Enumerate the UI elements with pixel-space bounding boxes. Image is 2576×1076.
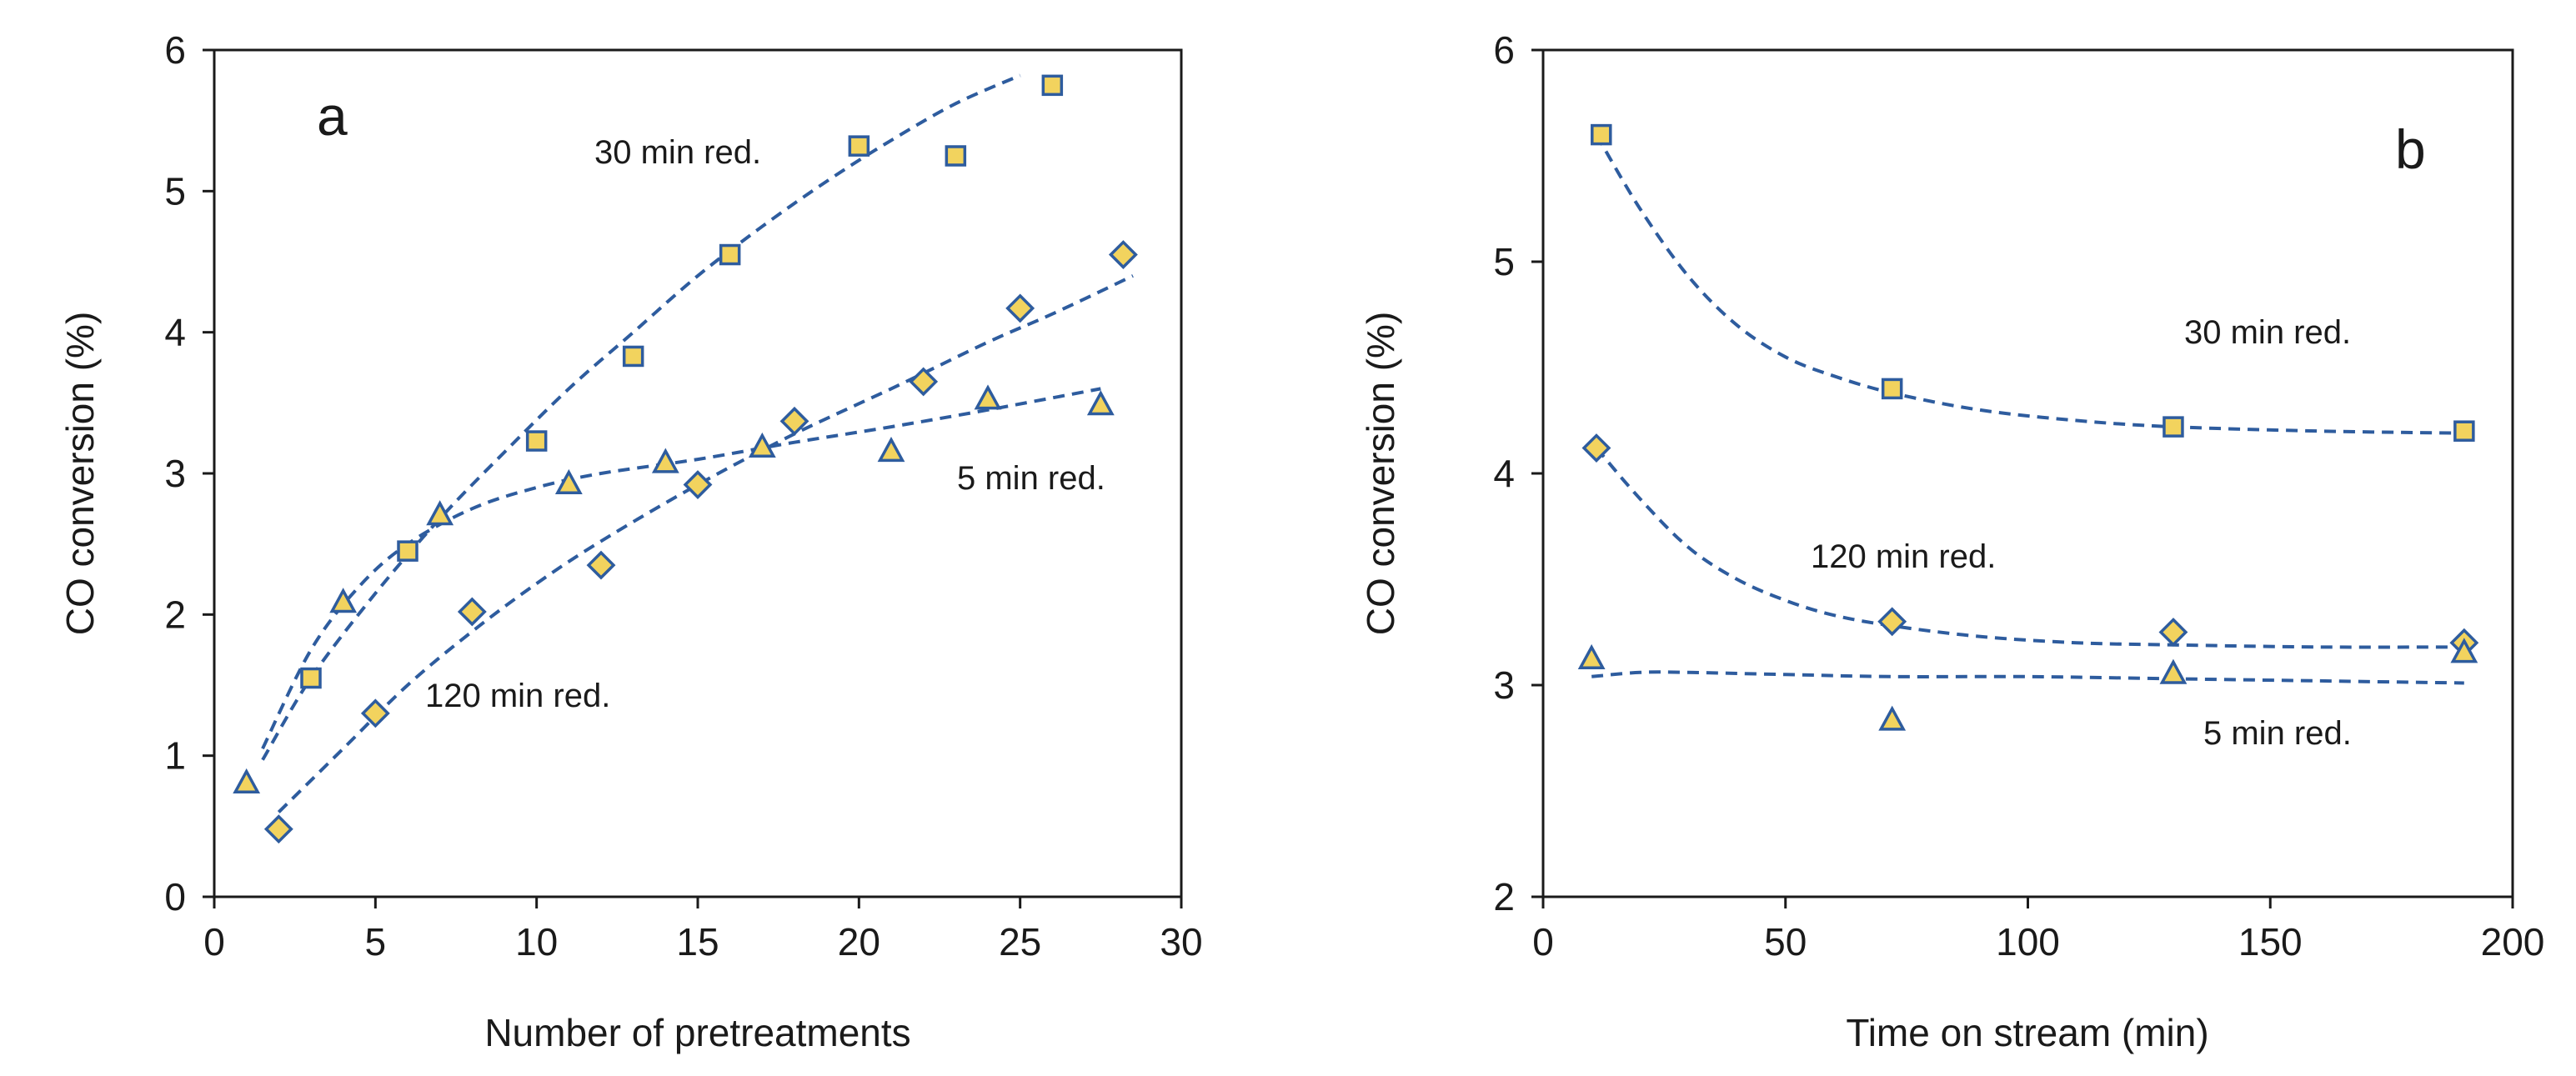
panel-a-x-tick-label: 25	[999, 920, 1041, 963]
panel-a-marker-120-min-red	[457, 597, 487, 627]
panel-b-marker-30-min-red	[2163, 416, 2184, 438]
panel-a-marker-120-min-red	[779, 406, 809, 436]
panel-a-y-tick-label: 6	[164, 28, 186, 72]
panel-b-marker-120-min-red	[1877, 607, 1907, 637]
panel-a-fit-line-5-min-red	[261, 387, 1101, 750]
panel-a-marker-5-min-red	[426, 500, 454, 526]
panel-a-marker-120-min-red	[263, 814, 293, 844]
panel-a-markers	[233, 74, 1138, 844]
panel-b-fit-line-120-min-red	[1595, 447, 2464, 649]
panel-a-marker-30-min-red	[945, 145, 967, 167]
panel-b-x-tick-label: 150	[2238, 920, 2303, 963]
panel-b-x-ticks: 0 50 100 150 200	[1532, 897, 2544, 963]
panel-b-y-tick-label: 5	[1493, 240, 1515, 283]
panel-a-x-tick-label: 5	[365, 920, 387, 963]
panel-a-y-tick-label: 4	[164, 311, 186, 354]
panel-a-annotation-5min: 5 min red.	[957, 460, 1105, 497]
panel-a-marker-120-min-red	[586, 550, 616, 580]
panel-a-marker-30-min-red	[300, 667, 322, 689]
panel-b-annotation-5min: 5 min red.	[2203, 715, 2352, 752]
panel-b-label: b	[2395, 118, 2426, 180]
panel-a-y-tick-label: 3	[164, 452, 186, 495]
panel-a-x-tick-label: 10	[515, 920, 558, 963]
panel-a-marker-30-min-red	[525, 430, 548, 452]
panel-b-axes-frame	[1541, 48, 2514, 898]
panel-a-x-ticks: 0 5 10 15 20 25 30	[203, 897, 1203, 963]
panel-b-x-tick-label: 100	[1996, 920, 2060, 963]
panel-a-marker-30-min-red	[719, 243, 741, 266]
panel-b-marker-5-min-red	[1577, 643, 1606, 669]
panel-a-y-tick-label: 2	[164, 593, 186, 636]
panel-b-y-axis-title: CO conversion (%)	[1359, 312, 1402, 636]
panel-a-marker-120-min-red	[1108, 240, 1138, 269]
panel-a-marker-5-min-red	[651, 448, 679, 473]
panel-a-x-tick-label: 15	[676, 920, 719, 963]
panel-a-y-ticks: 0 1 2 3 4 5 6	[164, 28, 214, 918]
panel-a-fit-line-30-min-red	[261, 73, 1021, 761]
panel-a-y-tick-label: 5	[164, 169, 186, 213]
panel-b-marker-5-min-red	[1878, 705, 1907, 731]
panel-b-marker-30-min-red	[1881, 378, 1903, 400]
panel-b-x-tick-label: 0	[1532, 920, 1554, 963]
panel-a-marker-5-min-red	[974, 384, 1002, 410]
panel-a-fit-lines	[261, 73, 1134, 813]
panel-a-annotation-120min: 120 min red.	[425, 678, 610, 714]
panel-b-marker-5-min-red	[2450, 638, 2478, 663]
panel-a-marker-120-min-red	[683, 470, 713, 499]
panel-b-x-tick-label: 50	[1764, 920, 1807, 963]
panel-b-markers	[1577, 123, 2479, 731]
panel-a-y-tick-label: 0	[164, 875, 186, 918]
panel-a-marker-5-min-red	[329, 588, 358, 613]
panel-a-y-tick-label: 1	[164, 734, 186, 778]
panel-a-marker-5-min-red	[748, 432, 776, 458]
panel-a-x-axis-title: Number of pretreatments	[484, 1011, 910, 1054]
panel-b-marker-30-min-red	[2453, 420, 2475, 442]
panel-a-annotation-30min: 30 min red.	[594, 134, 761, 171]
panel-a-marker-5-min-red	[554, 468, 583, 495]
panel-b-x-axis-title: Time on stream (min)	[1846, 1011, 2208, 1054]
panel-a-marker-30-min-red	[848, 135, 870, 157]
panel-b-y-ticks: 2 3 4 5 6	[1493, 28, 1543, 918]
panel-a-label: a	[317, 85, 348, 147]
panel-a-x-tick-label: 0	[203, 920, 225, 963]
panel-a-marker-30-min-red	[397, 540, 418, 562]
panel-b-y-tick-label: 2	[1493, 875, 1515, 918]
panel-b-fit-line-30-min-red	[1595, 133, 2464, 435]
panel-a-marker-5-min-red	[233, 768, 261, 794]
panel-a-y-axis-title: CO conversion (%)	[58, 312, 102, 636]
panel-b-marker-120-min-red	[1581, 433, 1611, 463]
panel-b-marker-5-min-red	[2159, 658, 2188, 684]
panel-a-marker-5-min-red	[877, 436, 905, 463]
panel-a-fit-line-120-min-red	[277, 274, 1134, 813]
panel-b-marker-120-min-red	[2158, 618, 2188, 647]
panel-b-annotation-120min: 120 min red.	[1811, 538, 1996, 575]
panel-b-marker-30-min-red	[1591, 123, 1612, 146]
panel-b-annotation-30min: 30 min red.	[2184, 314, 2351, 351]
panel-a-marker-30-min-red	[622, 345, 644, 368]
panel-b-y-tick-label: 6	[1493, 28, 1515, 72]
panel-b-x-tick-label: 200	[2481, 920, 2545, 963]
panel-a-x-tick-label: 20	[838, 920, 880, 963]
panel-b-y-tick-label: 3	[1493, 663, 1515, 707]
panel-a-marker-30-min-red	[1041, 74, 1064, 97]
panel-a: 0 5 10 15 20 25 30 0 1 2 3 4 5 6 Number of pretreatm…	[58, 28, 1203, 1054]
panel-a-marker-120-min-red	[360, 698, 390, 728]
panel-a-marker-5-min-red	[1086, 390, 1115, 416]
panel-a-marker-120-min-red	[1005, 293, 1035, 323]
panel-b-y-tick-label: 4	[1493, 452, 1515, 495]
panel-b-fit-line-5-min-red	[1591, 670, 2464, 685]
panel-a-marker-120-min-red	[909, 367, 939, 397]
panel-a-x-tick-label: 30	[1160, 920, 1202, 963]
panel-b-fit-lines	[1591, 133, 2464, 685]
